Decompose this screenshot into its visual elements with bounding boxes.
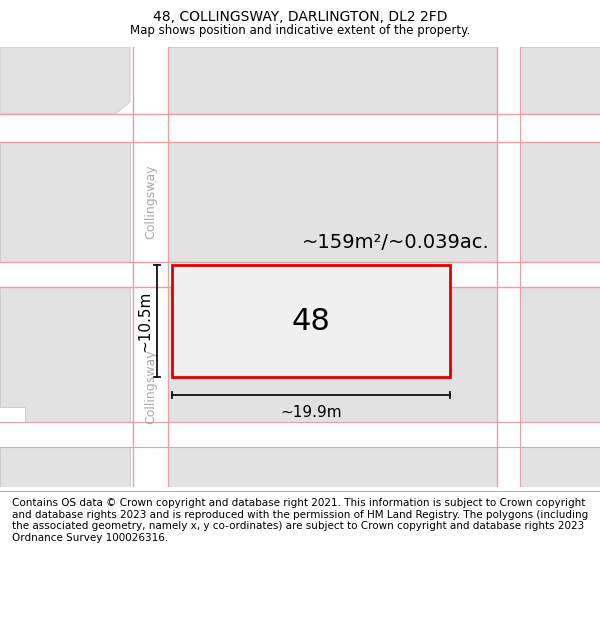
Bar bbox=[172, 265, 450, 377]
Text: Map shows position and indicative extent of the property.: Map shows position and indicative extent… bbox=[130, 24, 470, 37]
Text: ~10.5m: ~10.5m bbox=[137, 290, 152, 352]
Text: Contains OS data © Crown copyright and database right 2021. This information is : Contains OS data © Crown copyright and d… bbox=[12, 498, 588, 543]
Bar bbox=[168, 142, 497, 262]
Bar bbox=[0, 447, 130, 487]
Text: Collingsway: Collingsway bbox=[144, 350, 157, 424]
Polygon shape bbox=[0, 47, 130, 114]
Text: ~159m²/~0.039ac.: ~159m²/~0.039ac. bbox=[302, 232, 490, 251]
Bar bbox=[520, 287, 600, 422]
Bar bbox=[520, 47, 600, 114]
Bar bbox=[168, 447, 497, 487]
Text: 48, COLLINGSWAY, DARLINGTON, DL2 2FD: 48, COLLINGSWAY, DARLINGTON, DL2 2FD bbox=[153, 11, 447, 24]
Text: 48: 48 bbox=[292, 306, 331, 336]
Text: ~19.9m: ~19.9m bbox=[280, 405, 342, 420]
Bar bbox=[0, 142, 130, 262]
Polygon shape bbox=[0, 287, 130, 422]
Bar bbox=[168, 287, 497, 422]
Bar bbox=[520, 142, 600, 262]
Bar bbox=[168, 47, 497, 114]
Bar bbox=[520, 447, 600, 487]
Text: Collingsway: Collingsway bbox=[144, 164, 157, 239]
